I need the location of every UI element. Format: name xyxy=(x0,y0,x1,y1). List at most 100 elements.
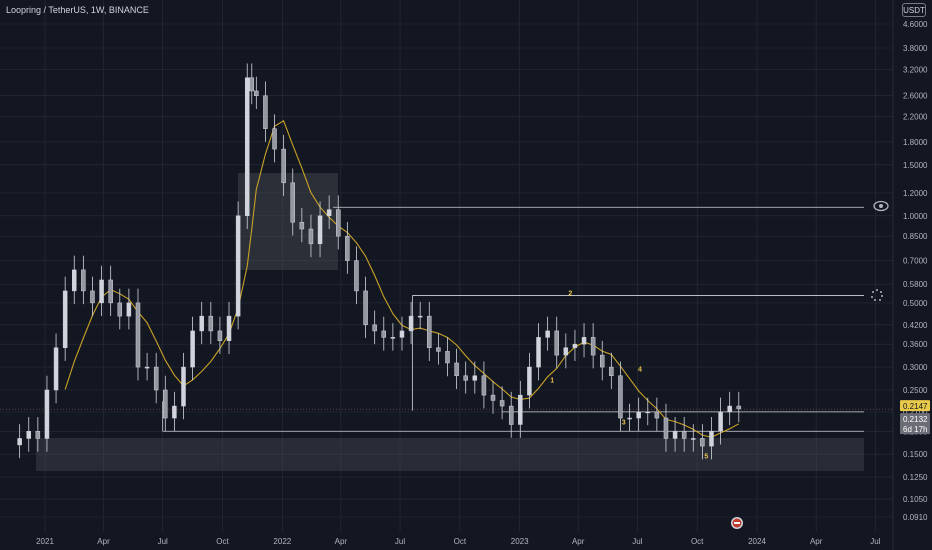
candle-body xyxy=(399,330,405,338)
candle-body xyxy=(249,77,255,92)
demand-zone xyxy=(36,438,864,471)
time-tick-label: Apr xyxy=(335,537,348,546)
chart-title: Loopring / TetherUS, 1W, BINANCE xyxy=(6,5,149,15)
price-tick-label: 1.0000 xyxy=(903,212,928,221)
candle-body xyxy=(599,354,605,368)
time-tick-label: Jul xyxy=(632,537,642,546)
candle-body xyxy=(436,347,441,352)
ma-line xyxy=(64,119,740,438)
price-tick-label: 0.7000 xyxy=(903,257,928,266)
candle-body xyxy=(99,279,104,304)
candle-body xyxy=(454,362,459,377)
candle-body xyxy=(244,77,250,217)
loading-dots-icon[interactable] xyxy=(871,289,883,301)
candle-body xyxy=(308,228,314,245)
time-axis[interactable]: 2021 Apr Jul Oct 2022 Apr Jul Oct 2023 Apr Jul Oct 2… xyxy=(36,537,881,546)
candle-body xyxy=(281,148,286,184)
price-tick-label: 3.2000 xyxy=(903,66,928,75)
candle-body xyxy=(654,411,660,419)
price-tick-label: 0.2500 xyxy=(903,386,928,395)
candle-body xyxy=(636,411,641,419)
price-tick-label: 1.2000 xyxy=(903,189,928,198)
time-tick-label: Apr xyxy=(810,537,823,546)
time-tick-label: Oct xyxy=(216,537,229,546)
candle-body xyxy=(345,235,350,261)
candle-body xyxy=(508,405,514,425)
candle-body xyxy=(53,347,59,391)
price-tick-label: 3.8000 xyxy=(903,44,928,53)
candle-body xyxy=(554,330,559,356)
candle-body xyxy=(417,315,423,318)
candle-body xyxy=(217,330,223,341)
candle-body xyxy=(445,351,450,364)
candle-body xyxy=(736,405,742,410)
candle-body xyxy=(408,315,414,332)
candle-body xyxy=(727,405,732,413)
wave-label-1: 1 xyxy=(550,378,554,385)
price-tick-label: 2.6000 xyxy=(903,92,928,101)
last-price-tag-bg xyxy=(900,400,930,412)
candle-body xyxy=(290,182,295,223)
wave-label-4: 4 xyxy=(638,366,642,373)
candle-body xyxy=(672,431,678,439)
price-tick-label: 0.3000 xyxy=(903,363,928,372)
candle-body xyxy=(463,375,468,381)
zones xyxy=(36,173,864,471)
candle-body xyxy=(254,90,259,96)
price-tick-label: 0.1500 xyxy=(903,450,928,459)
candle-body xyxy=(172,405,177,419)
candle-body xyxy=(691,438,696,440)
candle-body xyxy=(117,302,123,317)
price-tick-label: 0.1050 xyxy=(903,495,928,504)
eye-icon[interactable] xyxy=(873,200,889,212)
candle-body xyxy=(381,330,387,338)
candle-body xyxy=(17,438,22,446)
candle-body xyxy=(199,315,204,332)
candles xyxy=(17,63,742,460)
candle-body xyxy=(144,366,150,369)
price-axis[interactable]: 4.6000 3.8000 3.2000 2.6000 2.2000 1.8000 1.50… xyxy=(903,20,928,522)
candle-body xyxy=(326,209,332,217)
price-tick-label: 2.2000 xyxy=(903,113,928,122)
candle-body xyxy=(181,366,186,407)
countdown-tag: 6d 17h xyxy=(903,425,927,434)
candle-body xyxy=(627,417,632,420)
candle-body xyxy=(90,290,95,304)
candle-body xyxy=(700,438,705,447)
candle-body xyxy=(135,302,141,368)
candle-body xyxy=(527,366,532,396)
price-tick-label: 0.5800 xyxy=(903,280,928,289)
candle-body xyxy=(35,431,41,439)
horizontal-levels xyxy=(0,206,893,432)
event-flag-icon[interactable] xyxy=(731,517,743,529)
candle-body xyxy=(427,315,432,348)
time-tick-label: Oct xyxy=(454,537,467,546)
candle-body xyxy=(354,260,359,292)
candle-body xyxy=(472,375,478,381)
candle-body xyxy=(44,389,50,439)
time-tick-label: 2024 xyxy=(748,537,766,546)
last-price-tag: 0.2147 xyxy=(903,402,928,411)
candle-body xyxy=(618,375,623,419)
candle-body xyxy=(336,209,341,237)
moving-average xyxy=(64,119,740,438)
price-tick-label: 4.6000 xyxy=(903,20,928,29)
time-tick-label: Jul xyxy=(395,537,405,546)
price-tick-label: 0.5000 xyxy=(903,299,928,308)
time-tick-label: Oct xyxy=(691,537,704,546)
candle-body xyxy=(317,215,323,245)
candle-body xyxy=(299,221,305,230)
countdown-tag-bg xyxy=(900,423,930,435)
wave-label-2: 2 xyxy=(568,291,572,298)
candle-body xyxy=(572,343,578,348)
candle-body xyxy=(609,366,614,377)
candle-body xyxy=(581,337,587,345)
currency-button[interactable]: USDT xyxy=(902,3,926,17)
candle-body xyxy=(62,290,68,348)
candle-body xyxy=(190,330,195,368)
time-tick-label: Apr xyxy=(97,537,110,546)
candle-body xyxy=(518,394,523,425)
time-tick-label: Jul xyxy=(870,537,880,546)
